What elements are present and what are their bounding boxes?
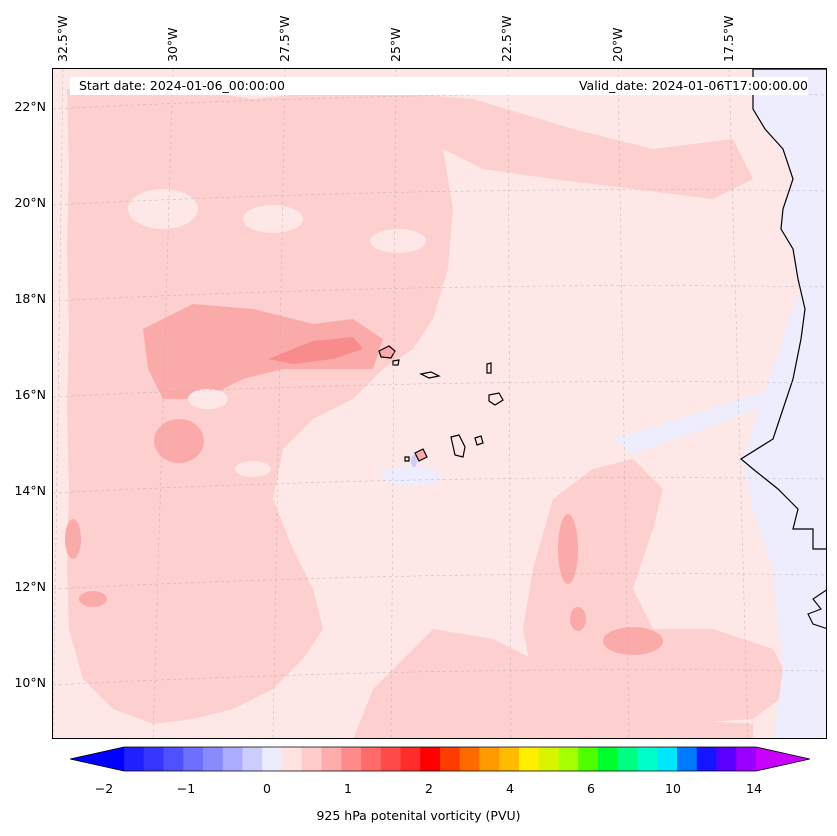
latitude-label: 20°N — [14, 195, 46, 210]
medium-pink-blob-sw2 — [79, 591, 107, 607]
africa-land — [739, 69, 826, 550]
colorbar-segment — [578, 747, 599, 771]
colorbar-segment — [203, 747, 224, 771]
longitude-label: 30°W — [165, 27, 180, 62]
island-boa-vista — [488, 392, 504, 406]
colorbar — [70, 746, 810, 772]
pale-hole-3 — [235, 461, 271, 477]
colorbar-segment — [321, 747, 342, 771]
colorbar-tick-label: 2 — [425, 781, 433, 796]
colorbar-segment — [163, 747, 184, 771]
colorbar-label: 925 hPa potenital vorticity (PVU) — [316, 808, 521, 823]
pale-hole-5 — [243, 205, 303, 233]
valid-date-label: Valid_date: 2024-01-06T17:00:00.00 — [578, 78, 808, 93]
colorbar-segment — [222, 747, 243, 771]
colorbar-segment — [124, 747, 145, 771]
colorbar-segment — [380, 747, 401, 771]
colorbar-outline — [70, 746, 810, 772]
light-pink-region-west — [67, 83, 453, 724]
colorbar-segment — [538, 747, 559, 771]
longitude-label: 17.5°W — [721, 15, 736, 62]
colorbar-segment — [262, 747, 283, 771]
island-santiago — [450, 434, 466, 458]
medium-pink-blob-se2 — [603, 627, 663, 655]
colorbar-segment — [183, 747, 204, 771]
medium-pink-blob-se3 — [570, 607, 586, 631]
colorbar-tick-label: −1 — [176, 781, 196, 796]
colorbar-segment — [143, 747, 164, 771]
medium-pink-core-northwest — [143, 304, 383, 399]
blue-dot — [411, 455, 417, 467]
latitude-label: 14°N — [14, 483, 46, 498]
colorbar-segment — [736, 747, 757, 771]
colorbar-segment — [242, 747, 263, 771]
colorbar-tick-label: 6 — [587, 781, 595, 796]
colorbar-segment — [282, 747, 303, 771]
pale-hole-4 — [128, 189, 198, 229]
longitude-label: 20°W — [610, 27, 625, 62]
medium-pink-blob-west — [154, 419, 204, 463]
colorbar-segment — [400, 747, 421, 771]
gridlines — [53, 69, 826, 738]
colorbar-tick-label: −2 — [94, 781, 114, 796]
longitude-label: 32.5°W — [55, 15, 70, 62]
colorbar-segment — [479, 747, 500, 771]
light-blue-spot — [381, 466, 441, 486]
colorbar-tick-label: 1 — [344, 781, 352, 796]
colorbar-segment — [361, 747, 382, 771]
map-area — [52, 68, 827, 739]
latitude-label: 10°N — [14, 675, 46, 690]
island-fogo — [414, 448, 428, 462]
island-sao-nicolau — [419, 371, 441, 379]
longitude-label: 25°W — [388, 27, 403, 62]
colorbar-segment — [598, 747, 619, 771]
latitude-label: 18°N — [14, 291, 46, 306]
colorbar-segment — [301, 747, 322, 771]
island-sao-vicente — [392, 359, 400, 366]
pale-hole-1 — [370, 229, 426, 253]
colorbar-tick-label: 14 — [746, 781, 762, 796]
colorbar-over-triangle — [756, 747, 810, 771]
island-santo-antao — [378, 345, 396, 359]
colorbar-tick-label: 10 — [665, 781, 681, 796]
latitude-label: 12°N — [14, 579, 46, 594]
colorbar-segment — [637, 747, 658, 771]
colorbar-segment — [341, 747, 362, 771]
longitude-label: 27.5°W — [277, 15, 292, 62]
colorbar-segment — [558, 747, 579, 771]
light-pink-region-southeast — [523, 459, 793, 724]
medium-pink-blob-se1 — [558, 514, 578, 584]
colorbar-segment — [459, 747, 480, 771]
island-sal — [486, 362, 492, 374]
latitude-label: 16°N — [14, 387, 46, 402]
island-brava — [404, 456, 410, 462]
colorbar-tick-label: 4 — [506, 781, 514, 796]
colorbar-segment — [420, 747, 441, 771]
colorbar-segment — [677, 747, 698, 771]
info-bar — [70, 77, 808, 95]
colorbar-segment — [519, 747, 540, 771]
guinea-coast — [807, 589, 826, 629]
colorbar-segment — [440, 747, 461, 771]
dark-pink-streak — [268, 337, 363, 364]
light-pink-region-south — [353, 629, 753, 738]
colorbar-segment — [617, 747, 638, 771]
colorbar-tick-label: 0 — [263, 781, 271, 796]
latitude-label: 22°N — [14, 99, 46, 114]
longitude-label: 22.5°W — [499, 15, 514, 62]
start-date-label: Start date: 2024-01-06_00:00:00 — [79, 78, 285, 93]
light-blue-band — [613, 389, 783, 454]
colorbar-under-triangle — [70, 747, 124, 771]
colorbar-segment — [499, 747, 520, 771]
colorbar-segment — [696, 747, 717, 771]
light-pink-region-north — [353, 89, 753, 199]
island-maio — [474, 435, 484, 446]
pale-hole-2 — [188, 389, 228, 409]
colorbar-segment — [716, 747, 737, 771]
colorbar-segment — [657, 747, 678, 771]
medium-pink-blob-sw — [65, 519, 81, 559]
potential-vorticity-map — [53, 69, 826, 738]
